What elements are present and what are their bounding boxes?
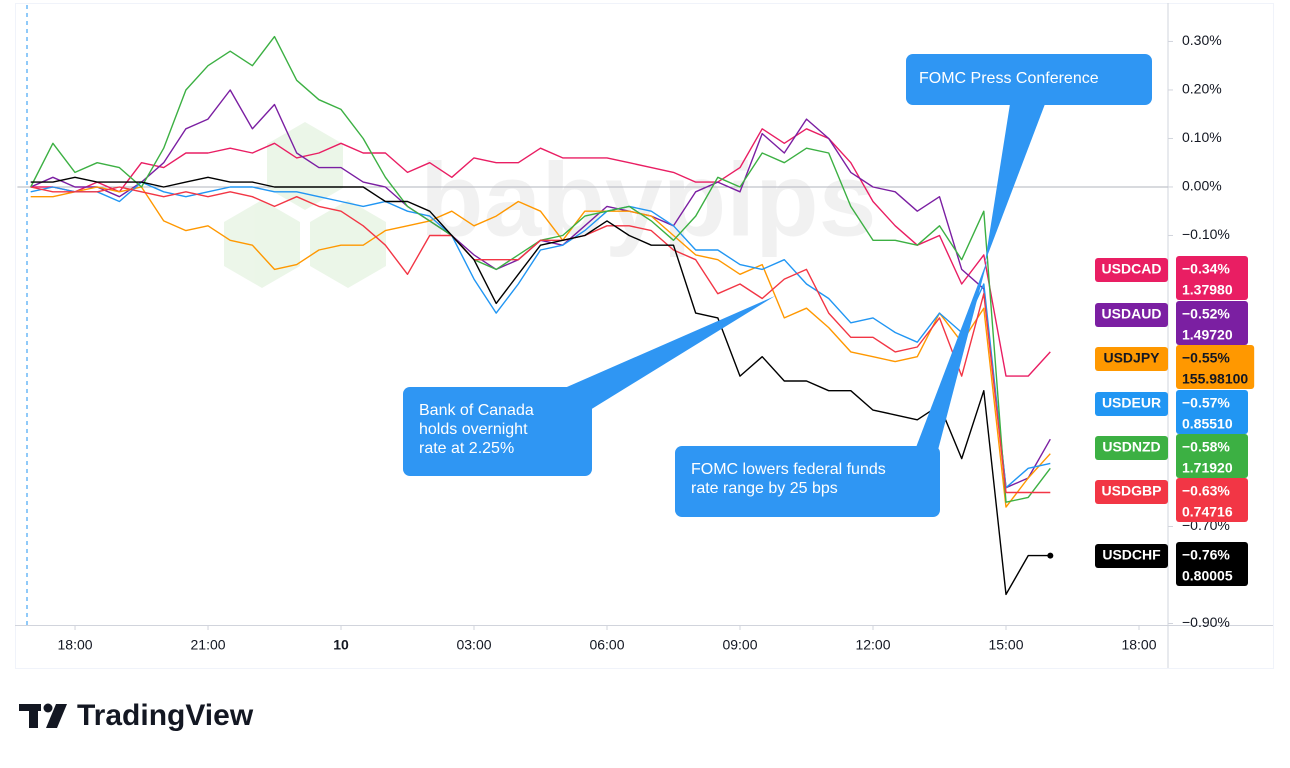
last-value-box (1176, 390, 1248, 434)
logo-part (29, 704, 38, 728)
last-value-box (1176, 345, 1255, 389)
last-price: 0.80005 (1182, 568, 1233, 584)
watermark-hex (224, 200, 300, 288)
callout-pointer (985, 104, 1045, 262)
annotation: FOMC lowers federal funds (691, 461, 886, 478)
legend-entry: USDCHF (1102, 547, 1161, 563)
annotation: holds overnight (419, 421, 528, 438)
last-value-label: −0.76% (1182, 547, 1230, 563)
x-tick-label: 12:00 (855, 637, 890, 653)
last-value-label: −0.52% (1182, 306, 1230, 322)
legend-tag (1095, 258, 1168, 282)
logo-part (43, 703, 53, 713)
y-tick-label: 0.10% (1182, 129, 1222, 145)
series-lines (30, 35, 1054, 596)
annotation: rate range by 25 bps (691, 480, 838, 497)
series-line (30, 186, 1051, 508)
chart-frame (15, 3, 1274, 669)
callouts: FOMC Press Conference Bank of Canada holds… (403, 54, 1152, 517)
x-tick-label: 09:00 (722, 637, 757, 653)
last-price: 1.37980 (1182, 282, 1233, 298)
brand-logo (19, 703, 67, 728)
legend-tag (1095, 544, 1168, 568)
last-price: 0.85510 (1182, 416, 1233, 432)
last-value-label: −0.58% (1182, 439, 1230, 455)
series-line (30, 176, 1051, 596)
logo-part (46, 704, 67, 728)
legend-entry: USDJPY (1103, 350, 1160, 366)
series-line (30, 128, 1051, 377)
last-value-box (1176, 478, 1248, 522)
legend-tag (1095, 480, 1168, 504)
annotation: Bank of Canada (419, 402, 534, 419)
legend-tag (1095, 347, 1168, 371)
last-value-label: −0.57% (1182, 395, 1230, 411)
callout-pointer (915, 258, 988, 450)
last-value-label: −0.55% (1182, 350, 1230, 366)
x-tick-label: 18:00 (58, 637, 93, 653)
x-tick-label: 03:00 (456, 637, 491, 653)
last-price: 1.71920 (1182, 460, 1233, 476)
y-tick-label: 0.20% (1182, 81, 1222, 97)
callout-box (906, 54, 1152, 105)
legend-entry: USDGBP (1102, 483, 1162, 499)
legend-entry: USDNZD (1102, 439, 1160, 455)
callout-box (675, 446, 940, 517)
annotation: rate at 2.25% (419, 440, 514, 457)
last-value-label: −0.63% (1182, 483, 1230, 499)
watermark-hex (310, 200, 386, 288)
y-tick-label: 0.00% (1182, 178, 1222, 194)
end-marker (1047, 552, 1054, 559)
series-line (30, 186, 1051, 494)
last-price: 1.49720 (1182, 327, 1233, 343)
callout-pointer (560, 296, 775, 410)
last-price: 0.74716 (1182, 504, 1233, 520)
legend-entry: USDCAD (1102, 261, 1162, 277)
y-tick-label: −0.90% (1182, 614, 1230, 630)
brand-name: TradingView (77, 699, 254, 732)
last-value-box (1176, 256, 1248, 300)
y-tick-label: 0.30% (1182, 32, 1222, 48)
legend-entry: USDEUR (1102, 395, 1161, 411)
last-value-box (1176, 434, 1248, 478)
x-tick-label: 21:00 (191, 637, 226, 653)
grid: 0.30%0.20%0.10%0.00%−0.10%−0.70%−0.90%18… (17, 32, 1230, 653)
series-line (30, 181, 1051, 489)
last-price: 155.98100 (1182, 371, 1248, 387)
last-value-label: −0.34% (1182, 261, 1230, 277)
y-tick-label: −0.10% (1182, 226, 1230, 242)
last-value-box (1176, 301, 1248, 345)
legend-entry: USDAUD (1102, 306, 1162, 322)
annotation: FOMC Press Conference (919, 70, 1099, 87)
watermark-hex (267, 122, 343, 210)
legend-tag (1095, 303, 1168, 327)
x-tick-label: 18:00 (1121, 637, 1156, 653)
x-tick-label: 10 (333, 637, 349, 653)
x-tick-label: 06:00 (589, 637, 624, 653)
watermark-text: babypips (420, 142, 877, 258)
last-value-box (1176, 542, 1248, 586)
legend-tag (1095, 436, 1168, 460)
x-tick-label: 15:00 (988, 637, 1023, 653)
legend-tag (1095, 392, 1168, 416)
price-labels: USDCAD −0.34% 1.37980 USDAUD −0.52% 1.49720 US… (1095, 256, 1255, 586)
watermark (224, 122, 386, 288)
callout-box (403, 387, 592, 476)
